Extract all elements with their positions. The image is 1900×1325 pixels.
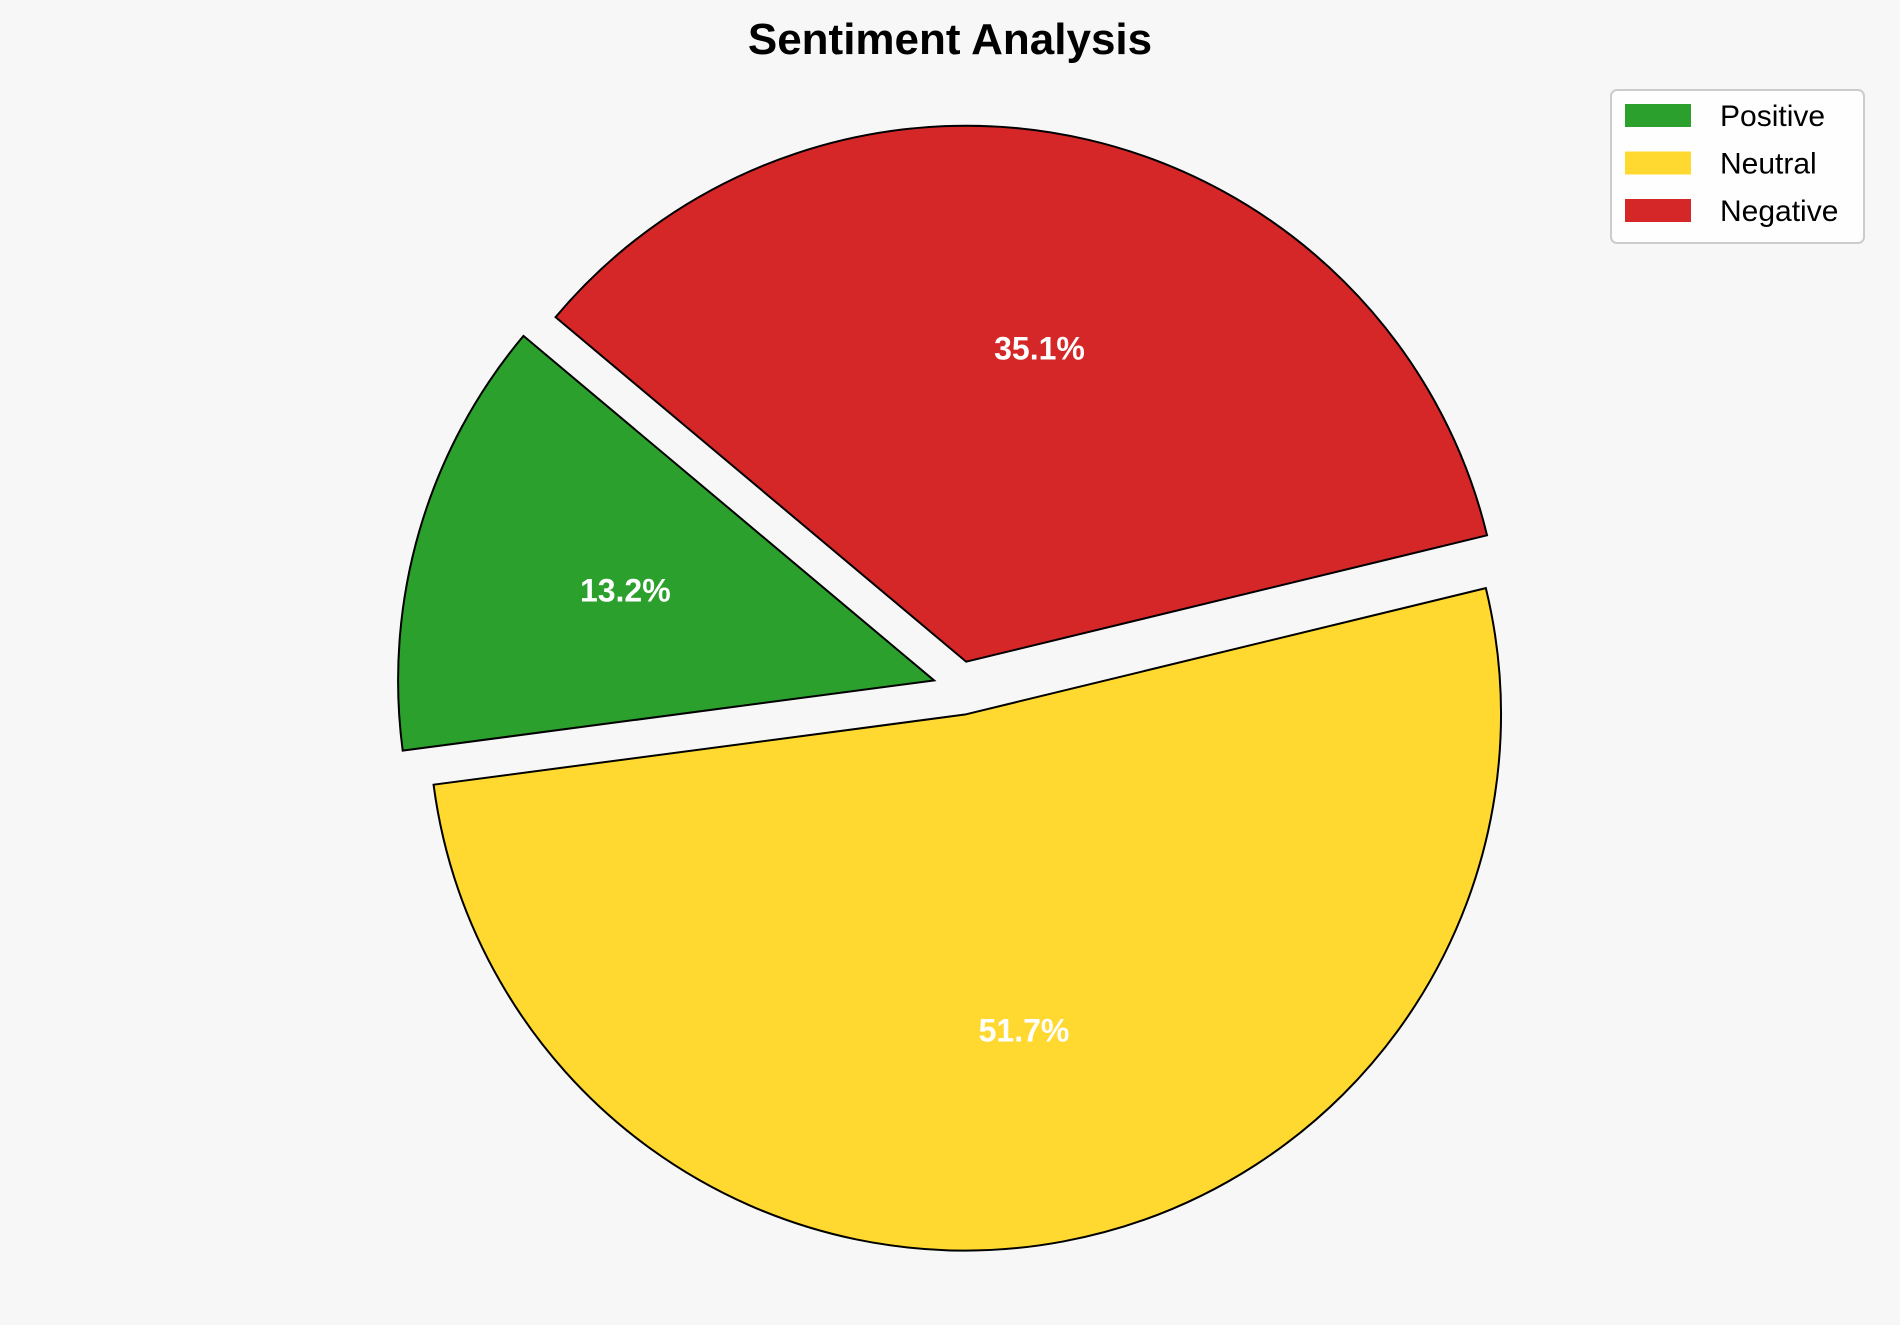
legend-label-positive: Positive — [1720, 100, 1825, 133]
pie-label-neutral: 51.7% — [979, 1013, 1070, 1049]
chart-title: Sentiment Analysis — [748, 15, 1152, 64]
legend-label-neutral: Neutral — [1720, 148, 1817, 181]
pie-slice-neutral — [432, 586, 1502, 1252]
pie-slice-negative — [554, 124, 1489, 663]
legend-swatch-positive — [1625, 104, 1691, 127]
pie-label-negative: 35.1% — [994, 331, 1085, 367]
legend-label-negative: Negative — [1720, 195, 1838, 228]
pie-label-positive: 13.2% — [580, 573, 671, 609]
legend: Positive Neutral Negative — [1610, 89, 1865, 244]
legend-swatch-neutral — [1625, 151, 1691, 175]
pie-slice-positive — [397, 334, 937, 752]
legend-swatch-negative — [1625, 199, 1691, 222]
